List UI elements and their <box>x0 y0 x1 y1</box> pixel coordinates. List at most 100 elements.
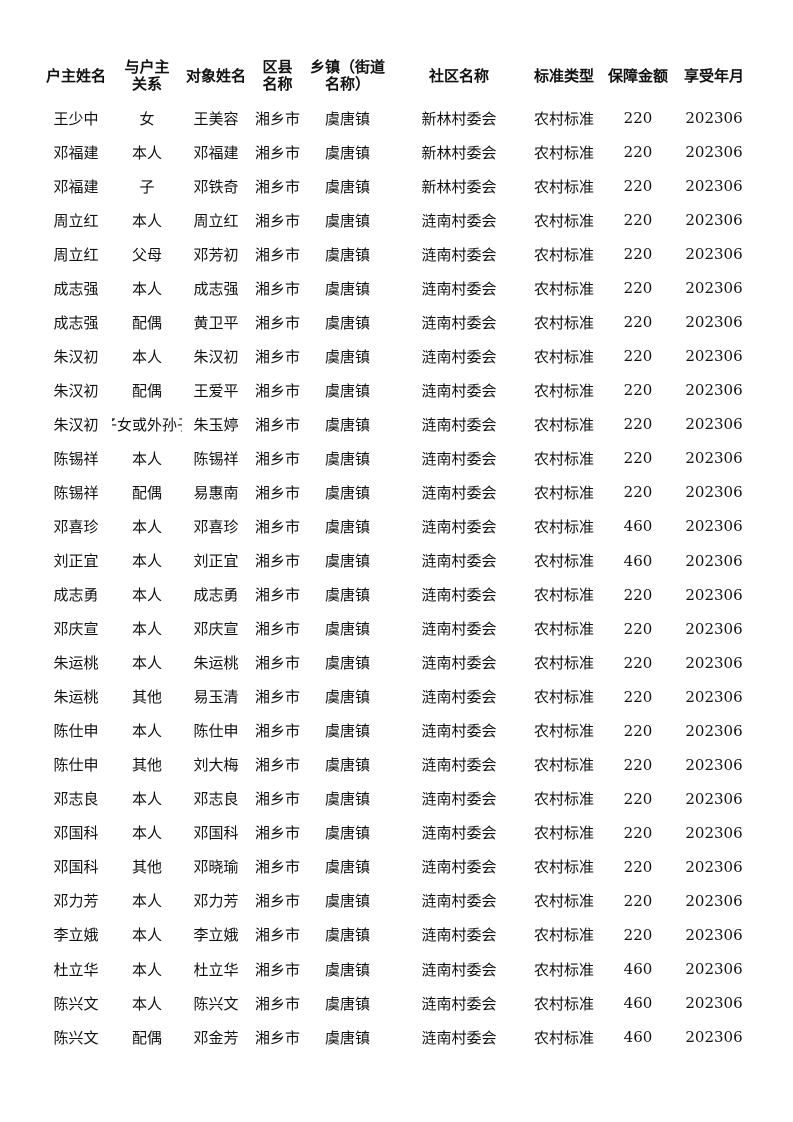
table-cell: 虞唐镇 <box>324 926 370 945</box>
table-cell: 220 <box>623 687 653 706</box>
table-cell: 杜立华 <box>193 960 239 979</box>
table-cell: 涟南村委会 <box>421 313 497 332</box>
table-cell: 202306 <box>685 143 743 162</box>
table-cell: 虞唐镇 <box>324 381 370 400</box>
table-cell: 湘乡市 <box>254 858 300 877</box>
table-cell: 邓福建 <box>193 143 239 162</box>
table-cell: 220 <box>623 279 653 298</box>
table-cell: 202306 <box>685 245 743 264</box>
table-cell: 虞唐镇 <box>324 279 370 298</box>
table-cell: 女 <box>139 109 155 128</box>
table-cell: 湘乡市 <box>254 313 300 332</box>
table-cell: 涟南村委会 <box>421 381 497 400</box>
table-cell: 湘乡市 <box>254 449 300 468</box>
table-cell: 220 <box>623 721 653 740</box>
table-cell: 202306 <box>685 857 743 876</box>
table-cell: 湘乡市 <box>254 960 300 979</box>
table-cell: 陈锡祥 <box>53 449 99 468</box>
table-cell: 刘大梅 <box>193 756 239 775</box>
table-cell: 邓志良 <box>193 790 239 809</box>
table-cell: 虞唐镇 <box>324 620 370 639</box>
table-cell: 农村标准 <box>533 517 594 536</box>
table-cell: 农村标准 <box>533 994 594 1013</box>
table-cell: 朱汉初 <box>53 381 99 400</box>
table-cell: 农村标准 <box>533 381 594 400</box>
table-cell: 220 <box>623 585 653 604</box>
table-cell: 460 <box>623 960 653 978</box>
table-cell: 陈仕申 <box>193 722 239 741</box>
table-cell: 农村标准 <box>533 415 594 434</box>
header-cell: 乡镇（街道 名称） <box>309 58 385 93</box>
table-cell: 涟南村委会 <box>421 994 497 1013</box>
table-cell: 220 <box>623 177 653 196</box>
table-cell: 202306 <box>685 381 743 400</box>
table-cell: 杜立华 <box>53 960 99 979</box>
table-cell: 虞唐镇 <box>324 552 370 571</box>
table-cell: 周立红 <box>53 245 99 264</box>
table-cell: 涟南村委会 <box>421 449 497 468</box>
table-cell: 农村标准 <box>533 245 594 264</box>
table-cell: 湘乡市 <box>254 892 300 911</box>
table-cell: 朱汉初 <box>53 415 99 434</box>
table-cell: 220 <box>623 347 653 366</box>
table-cell: 本人 <box>131 347 162 366</box>
table-cell: 邓国科 <box>193 824 239 843</box>
table-cell: 220 <box>623 143 653 162</box>
table-cell: 邓庆宣 <box>53 620 99 639</box>
table-cell: 220 <box>623 891 653 910</box>
table-cell: 虞唐镇 <box>324 960 370 979</box>
table-cell: 湘乡市 <box>254 279 300 298</box>
table-cell: 成志勇 <box>193 586 239 605</box>
table-cell: 虞唐镇 <box>324 722 370 741</box>
table-cell: 涟南村委会 <box>421 1028 497 1047</box>
table-cell: 202306 <box>685 687 743 706</box>
table-cell: 湘乡市 <box>254 381 300 400</box>
table-cell: 湘乡市 <box>254 109 300 128</box>
header-cell: 对象姓名 <box>185 66 246 85</box>
table-cell: 湘乡市 <box>254 177 300 196</box>
table-cell: 湘乡市 <box>254 654 300 673</box>
table-cell: 周立红 <box>53 211 99 230</box>
table-cell: 220 <box>623 313 653 332</box>
table-cell: 湘乡市 <box>254 245 300 264</box>
table-cell: 202306 <box>685 891 743 910</box>
table-cell: 王美容 <box>193 109 239 128</box>
table-cell: 邓福建 <box>53 143 99 162</box>
table-cell: 其他 <box>131 756 162 775</box>
table-cell: 本人 <box>131 143 162 162</box>
table-cell: 460 <box>623 994 653 1013</box>
table-cell: 虞唐镇 <box>324 177 370 196</box>
table-cell: 朱汉初 <box>193 347 239 366</box>
header-cell: 社区名称 <box>428 66 489 85</box>
table-cell: 202306 <box>685 449 743 468</box>
table-cell: 湘乡市 <box>254 722 300 741</box>
table-cell: 农村标准 <box>533 960 594 979</box>
table-cell: 虞唐镇 <box>324 517 370 536</box>
table-cell: 220 <box>623 755 653 774</box>
table-cell: 本人 <box>131 926 162 945</box>
table-cell: 湘乡市 <box>254 994 300 1013</box>
table-cell: 虞唐镇 <box>324 483 370 502</box>
table-cell: 邓金芳 <box>193 1028 239 1047</box>
table-cell: 农村标准 <box>533 177 594 196</box>
table-cell: 易惠南 <box>193 483 239 502</box>
table-cell: 陈仕申 <box>53 722 99 741</box>
table-cell: 220 <box>623 483 653 502</box>
table-cell: 邓国科 <box>53 858 99 877</box>
table-cell: 农村标准 <box>533 347 594 366</box>
table-cell: 邓铁奇 <box>193 177 239 196</box>
table-cell: 220 <box>623 415 653 434</box>
table-cell: 220 <box>623 653 653 672</box>
table-cell: 220 <box>623 449 653 468</box>
table-cell: 农村标准 <box>533 1028 594 1047</box>
table-cell: 农村标准 <box>533 449 594 468</box>
table-cell: 陈兴文 <box>193 994 239 1013</box>
table-cell: 本人 <box>131 620 162 639</box>
table-cell: 本人 <box>131 449 162 468</box>
table-cell: 陈兴文 <box>53 994 99 1013</box>
table-cell: 202306 <box>685 789 743 808</box>
table-cell: 虞唐镇 <box>324 109 370 128</box>
table-cell: 湘乡市 <box>254 1028 300 1047</box>
table-cell: 农村标准 <box>533 790 594 809</box>
